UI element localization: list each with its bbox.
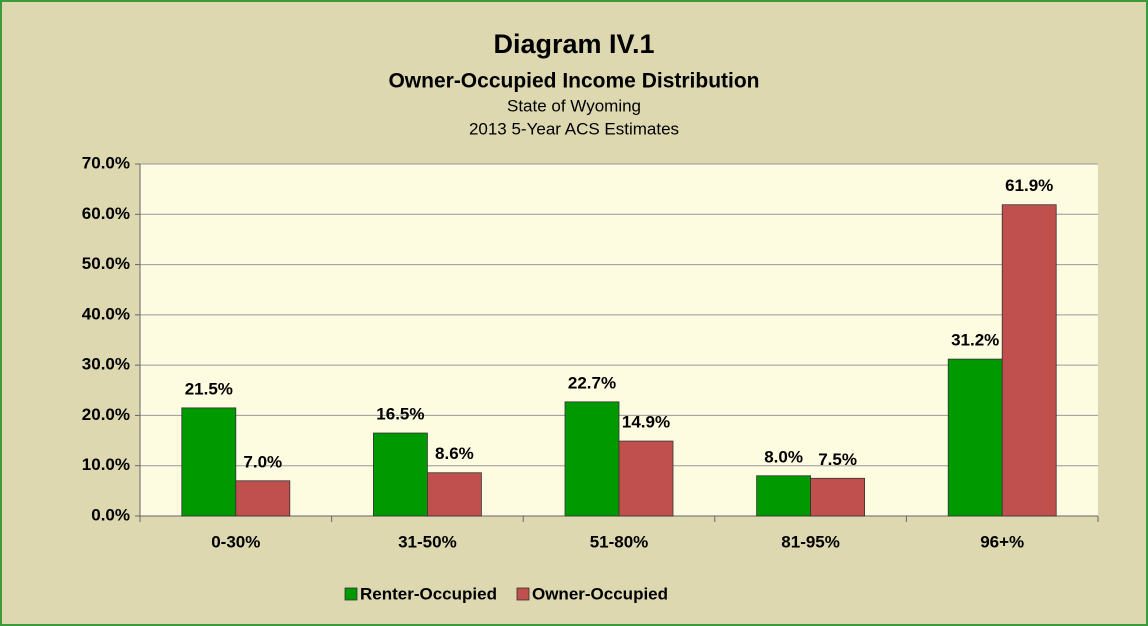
x-tick-label: 96+%	[980, 532, 1024, 551]
chart-subtitle: 2013 5-Year ACS Estimates	[469, 119, 679, 138]
chart-subtitle: Owner-Occupied Income Distribution	[388, 70, 759, 93]
legend-swatch	[516, 587, 530, 601]
bar	[235, 480, 291, 517]
legend-swatch	[344, 587, 358, 601]
bar	[372, 432, 428, 517]
data-label: 22.7%	[568, 373, 616, 392]
bar	[1001, 204, 1057, 517]
chart-title: Diagram IV.1	[493, 29, 654, 59]
y-tick-label: 70.0%	[82, 153, 130, 172]
legend-label: Owner-Occupied	[532, 584, 668, 603]
x-tick-label: 0-30%	[211, 532, 260, 551]
y-tick-label: 0.0%	[91, 505, 130, 524]
data-label: 7.5%	[818, 450, 857, 469]
y-tick-label: 20.0%	[82, 405, 130, 424]
x-tick-label: 31-50%	[398, 532, 457, 551]
y-tick-label: 10.0%	[82, 455, 130, 474]
y-tick-label: 40.0%	[82, 304, 130, 323]
bar	[756, 475, 811, 517]
chart-subtitle: State of Wyoming	[507, 96, 641, 115]
data-label: 16.5%	[376, 405, 424, 424]
bar	[181, 407, 237, 517]
y-tick-label: 50.0%	[82, 254, 130, 273]
data-label: 21.5%	[185, 379, 233, 398]
bar	[618, 440, 674, 517]
legend-label: Renter-Occupied	[360, 584, 497, 603]
bar	[947, 358, 1003, 517]
y-tick-label: 30.0%	[82, 355, 130, 374]
data-label: 8.0%	[764, 447, 803, 466]
y-tick-label: 60.0%	[82, 204, 130, 223]
bar	[810, 477, 865, 517]
data-label: 7.0%	[243, 452, 282, 471]
bar	[564, 401, 620, 517]
x-tick-label: 81-95%	[781, 532, 840, 551]
data-label: 61.9%	[1005, 176, 1053, 195]
data-label: 14.9%	[622, 413, 670, 432]
data-label: 8.6%	[435, 444, 474, 463]
data-label: 31.2%	[951, 331, 999, 350]
bar	[426, 472, 482, 517]
x-tick-label: 51-80%	[590, 532, 649, 551]
